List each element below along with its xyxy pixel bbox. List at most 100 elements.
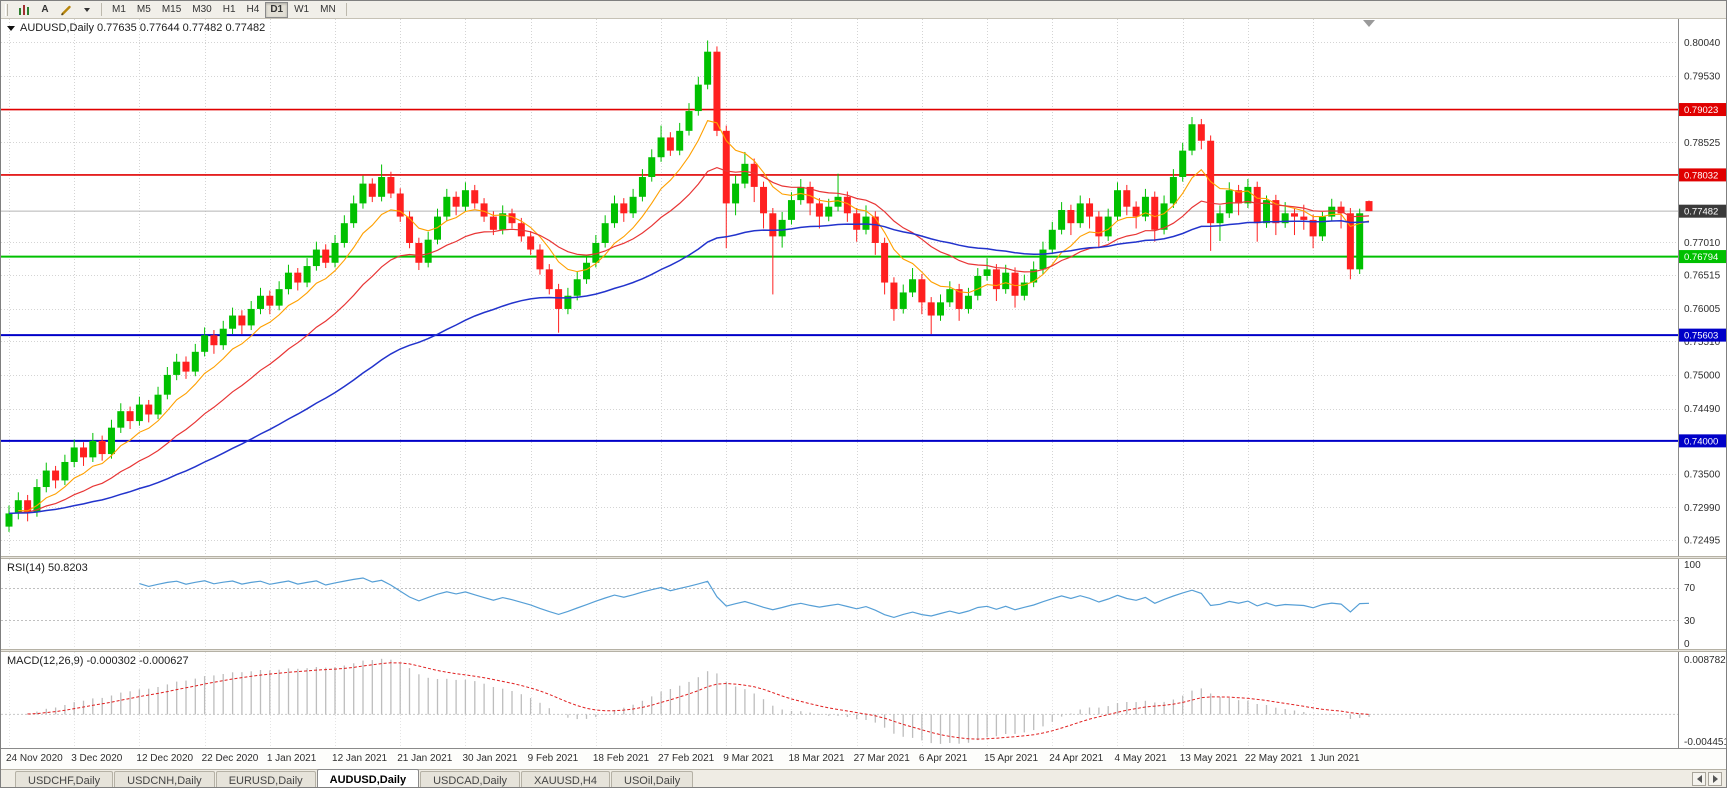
one-click-trading-icon[interactable]	[7, 25, 15, 31]
svg-text:0.74000: 0.74000	[1684, 436, 1718, 447]
timeframe-button-mn[interactable]: MN	[320, 4, 336, 15]
price-chart-panel[interactable]: 0.80040 0.79530 0.78525 0.77010 0.76515 0.760…	[1, 19, 1726, 556]
svg-text:0.75603: 0.75603	[1684, 331, 1718, 342]
tab-usdcnh-daily[interactable]: USDCNH,Daily	[114, 771, 215, 787]
timeframe-button-m30[interactable]: M30	[192, 4, 212, 15]
symbol-ohlc-label: AUDUSD,Daily 0.77635 0.77644 0.77482 0.7…	[20, 22, 266, 34]
tab-xauusd-h4[interactable]: XAUUSD,H4	[521, 771, 610, 787]
time-axis-label: 13 May 2021	[1179, 753, 1238, 764]
grid	[1, 19, 1678, 556]
time-axis-label: 9 Feb 2021	[527, 753, 579, 764]
rsi-grid	[1, 559, 1678, 649]
time-axis-label: 12 Jan 2021	[332, 753, 388, 764]
horizontal-levels	[1, 108, 1678, 442]
resistance-line-lower-badge	[1679, 168, 1726, 182]
panel-divider-macd[interactable]	[1, 649, 1726, 652]
svg-text:0.76005: 0.76005	[1684, 304, 1721, 315]
rsi-panel[interactable]: 100 70 30 0 RSI(14) 50.8203	[1, 559, 1726, 649]
svg-text:0.008782: 0.008782	[1684, 655, 1726, 666]
time-axis-label: 6 Apr 2021	[918, 753, 968, 764]
time-axis-label: 3 Dec 2020	[71, 753, 123, 764]
candlesticks	[5, 40, 1373, 532]
time-axis-label: 4 May 2021	[1114, 753, 1167, 764]
svg-text:0.75000: 0.75000	[1684, 370, 1721, 381]
svg-text:0.72495: 0.72495	[1684, 536, 1721, 547]
price-axis: 0.80040 0.79530 0.78525 0.77010 0.76515 0.760…	[1678, 19, 1726, 556]
time-axis-label: 22 May 2021	[1244, 753, 1303, 764]
svg-text:0.79530: 0.79530	[1684, 72, 1721, 83]
svg-text:0.74490: 0.74490	[1684, 404, 1721, 415]
macd-signal-line	[27, 662, 1370, 740]
time-axis-label: 21 Jan 2021	[397, 753, 453, 764]
toolbar-separator	[101, 3, 102, 16]
chart-shift-marker[interactable]	[1363, 20, 1375, 27]
toolbar-grip[interactable]	[5, 3, 8, 16]
tab-scroll-right-button[interactable]	[1708, 772, 1722, 786]
svg-text:0.72990: 0.72990	[1684, 503, 1721, 514]
time-axis: 24 Nov 2020 3 Dec 2020 12 Dec 2020 22 Dec 2…	[1, 748, 1726, 769]
panel-divider-rsi[interactable]	[1, 556, 1726, 559]
macd-histogram	[26, 658, 1370, 744]
price-chart-svg: 0.80040 0.79530 0.78525 0.77010 0.76515 0.760…	[1, 19, 1726, 556]
svg-text:0.73500: 0.73500	[1684, 469, 1721, 480]
timeframe-button-d1[interactable]: D1	[265, 1, 289, 18]
support-line-blue-upper-badge	[1679, 328, 1726, 342]
timeframe-button-w1[interactable]: W1	[294, 4, 310, 15]
chart-type-button[interactable]	[13, 2, 35, 18]
toolbar: A M1 M5 M15 M30 H1 H4 D1 W1 MN	[1, 1, 1726, 19]
support-line-green-badge	[1679, 250, 1726, 264]
macd-panel[interactable]: 0.008782 -0.004451 MACD(12,26,9) -0.00030…	[1, 652, 1726, 748]
caret-down-icon	[84, 7, 90, 12]
time-axis-label: 24 Apr 2021	[1049, 753, 1104, 764]
pencil-icon	[61, 5, 71, 15]
timeframe-button-h1[interactable]: H1	[222, 4, 236, 15]
tab-scroll-left-button[interactable]	[1692, 772, 1706, 786]
svg-text:0.80040: 0.80040	[1684, 38, 1721, 49]
time-axis-label: 27 Feb 2021	[658, 753, 715, 764]
rsi-line	[139, 577, 1370, 619]
time-axis-label: 12 Dec 2020	[136, 753, 194, 764]
triangle-right-icon	[1712, 775, 1718, 783]
macd-svg: 0.008782 -0.004451	[1, 652, 1726, 748]
bar-chart-icon	[19, 4, 29, 15]
symbol-info-line: AUDUSD,Daily 0.77635 0.77644 0.77482 0.7…	[7, 22, 265, 34]
time-axis-label: 9 Mar 2021	[723, 753, 774, 764]
moving-averages	[8, 120, 1370, 515]
time-axis-label: 27 Mar 2021	[853, 753, 910, 764]
toolbar-separator	[345, 3, 347, 16]
chart-tab-bar: USDCHF,Daily USDCNH,Daily EURUSD,Daily AUDU…	[1, 769, 1726, 787]
time-axis-label: 1 Jun 2021	[1310, 753, 1360, 764]
draw-tool-button[interactable]	[55, 2, 77, 18]
draw-tool-dropdown-button[interactable]	[78, 2, 96, 18]
svg-text:0.78032: 0.78032	[1684, 170, 1718, 181]
timeframe-button-m1[interactable]: M1	[112, 4, 126, 15]
svg-text:0.75510: 0.75510	[1684, 337, 1721, 348]
time-axis-label: 1 Jan 2021	[266, 753, 317, 764]
macd-label: MACD(12,26,9) -0.000302 -0.000627	[7, 655, 189, 667]
svg-text:100: 100	[1684, 560, 1701, 571]
time-axis-label: 18 Mar 2021	[788, 753, 845, 764]
time-axis-label: 15 Apr 2021	[984, 753, 1039, 764]
svg-text:0.79023: 0.79023	[1684, 105, 1718, 116]
timeframe-button-h4[interactable]: H4	[246, 4, 260, 15]
tab-usoil-daily[interactable]: USOil,Daily	[611, 771, 694, 787]
svg-text:-0.004451: -0.004451	[1684, 737, 1726, 748]
svg-text:0.77482: 0.77482	[1684, 207, 1718, 218]
text-label-button[interactable]: A	[41, 4, 49, 15]
rsi-svg: 100 70 30 0	[1, 559, 1726, 649]
tab-eurusd-daily[interactable]: EURUSD,Daily	[215, 771, 316, 787]
timeframe-button-m15[interactable]: M15	[161, 4, 182, 15]
svg-text:30: 30	[1684, 616, 1696, 627]
tab-usdcad-daily[interactable]: USDCAD,Daily	[420, 771, 521, 787]
tab-audusd-daily[interactable]: AUDUSD,Daily	[316, 769, 420, 787]
resistance-line-upper-badge	[1679, 103, 1726, 117]
macd-grid	[1, 652, 1678, 748]
time-axis-label: 24 Nov 2020	[6, 753, 63, 764]
support-line-blue-lower-badge	[1679, 434, 1726, 448]
tab-usdchf-daily[interactable]: USDCHF,Daily	[15, 771, 114, 787]
svg-text:0.76515: 0.76515	[1684, 270, 1721, 281]
svg-text:70: 70	[1684, 583, 1696, 594]
current-price-line-badge	[1679, 204, 1726, 218]
time-axis-label: 22 Dec 2020	[201, 753, 259, 764]
timeframe-button-m5[interactable]: M5	[136, 4, 151, 15]
